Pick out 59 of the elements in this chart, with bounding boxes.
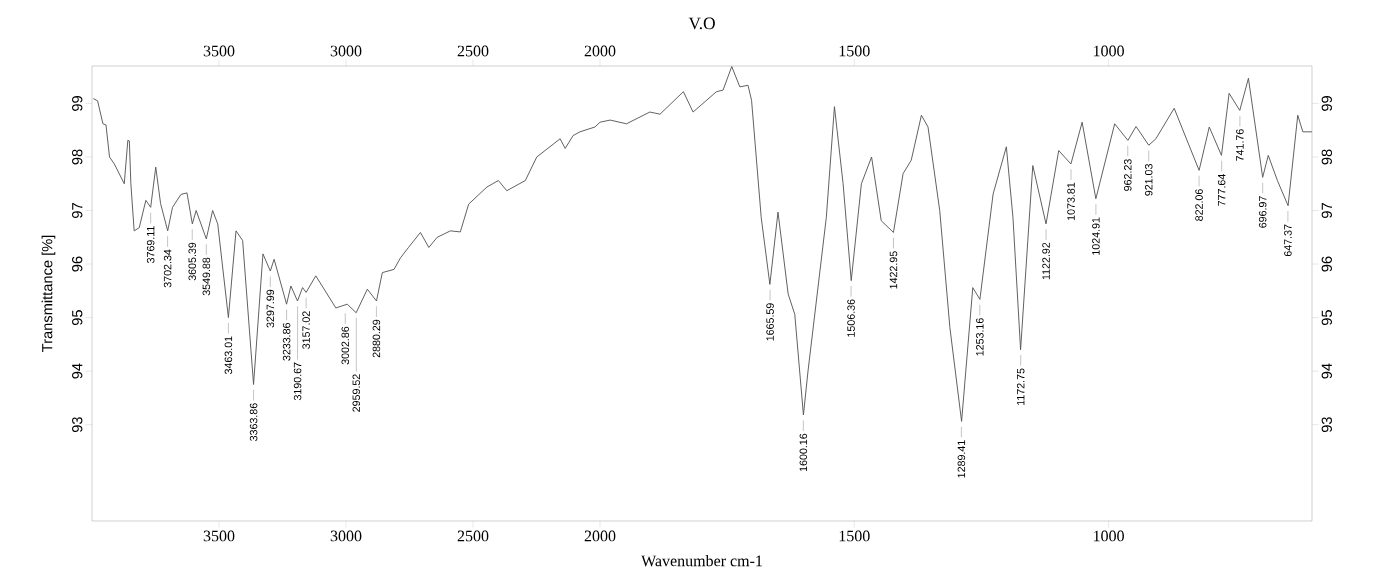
x-tick-label: 2000 xyxy=(584,530,616,542)
x2-tick-label: 2500 xyxy=(457,45,489,57)
annotation: 777.64 xyxy=(1217,174,1226,206)
annotation: 822.06 xyxy=(1195,189,1203,221)
annotation: 3363.86 xyxy=(249,403,258,441)
annotation: 1289.41 xyxy=(957,440,966,478)
x-tick-label: 3000 xyxy=(330,530,362,542)
annotation: 2880.29 xyxy=(372,319,381,358)
y-tick-label: 99 xyxy=(72,96,83,111)
annotation: 3769.11 xyxy=(146,226,155,264)
x-tick-label: 3500 xyxy=(203,530,235,542)
y-tick-label: 96 xyxy=(72,256,83,272)
x-tick-label: 1000 xyxy=(1093,530,1124,542)
chart-title: V.O xyxy=(688,17,715,30)
y-tick-label: 94 xyxy=(72,363,83,379)
annotation: 3233.86 xyxy=(282,323,291,361)
annotation: 2959.52 xyxy=(352,374,361,412)
annotation: 3002.86 xyxy=(341,326,350,365)
annotation: 741.76 xyxy=(1236,129,1244,161)
annotation: 1600.16 xyxy=(799,433,808,472)
x2-tick-label: 1000 xyxy=(1093,45,1124,57)
y-tick-label: 93 xyxy=(72,417,83,433)
annotation: 1253.16 xyxy=(976,318,984,356)
y-tick-label: 98 xyxy=(72,149,83,165)
x-tick-label: 2500 xyxy=(457,530,489,542)
annotation: 3702.34 xyxy=(163,249,172,288)
y2-tick-label: 97 xyxy=(1321,203,1332,218)
y2-tick-label: 99 xyxy=(1321,96,1332,111)
annotation: 1172.75 xyxy=(1016,368,1025,405)
annotation: 696.97 xyxy=(1258,196,1267,228)
annotation: 3549.88 xyxy=(202,257,211,296)
x2-tick-label: 2000 xyxy=(584,45,616,57)
y2-tick-label: 93 xyxy=(1321,417,1332,433)
y2-tick-label: 98 xyxy=(1321,149,1332,165)
y2-tick-label: 95 xyxy=(1321,310,1332,326)
annotation: 1665.59 xyxy=(766,303,774,341)
y2-tick-label: 94 xyxy=(1321,363,1332,379)
annotation: 921.03 xyxy=(1144,164,1153,196)
x-tick-label: 1500 xyxy=(839,530,870,542)
annotation: 3605.39 xyxy=(188,242,197,281)
y2-tick-label: 96 xyxy=(1321,256,1332,272)
y-tick-label: 95 xyxy=(72,310,83,326)
annotation: 3463.01 xyxy=(224,336,233,375)
x2-tick-label: 3500 xyxy=(203,45,235,57)
y-axis-title: Transmittance [%] xyxy=(41,235,56,352)
annotation: 3190.67 xyxy=(293,362,302,401)
annotation: 3297.99 xyxy=(266,289,275,328)
y-tick-label: 97 xyxy=(72,203,83,218)
annotation: 962.23 xyxy=(1124,159,1132,191)
annotation: 3157.02 xyxy=(302,311,310,349)
annotation: 1024.91 xyxy=(1092,217,1100,255)
annotation: 1122.92 xyxy=(1042,242,1050,280)
x2-tick-label: 3000 xyxy=(330,45,362,57)
annotation: 1506.36 xyxy=(847,299,855,337)
annotation: 1073.81 xyxy=(1067,182,1075,221)
annotation: 1422.95 xyxy=(889,251,898,289)
x-axis-title: Wavenumber cm-1 xyxy=(641,555,762,567)
x2-tick-label: 1500 xyxy=(839,45,870,57)
annotation: 647.37 xyxy=(1284,224,1292,257)
